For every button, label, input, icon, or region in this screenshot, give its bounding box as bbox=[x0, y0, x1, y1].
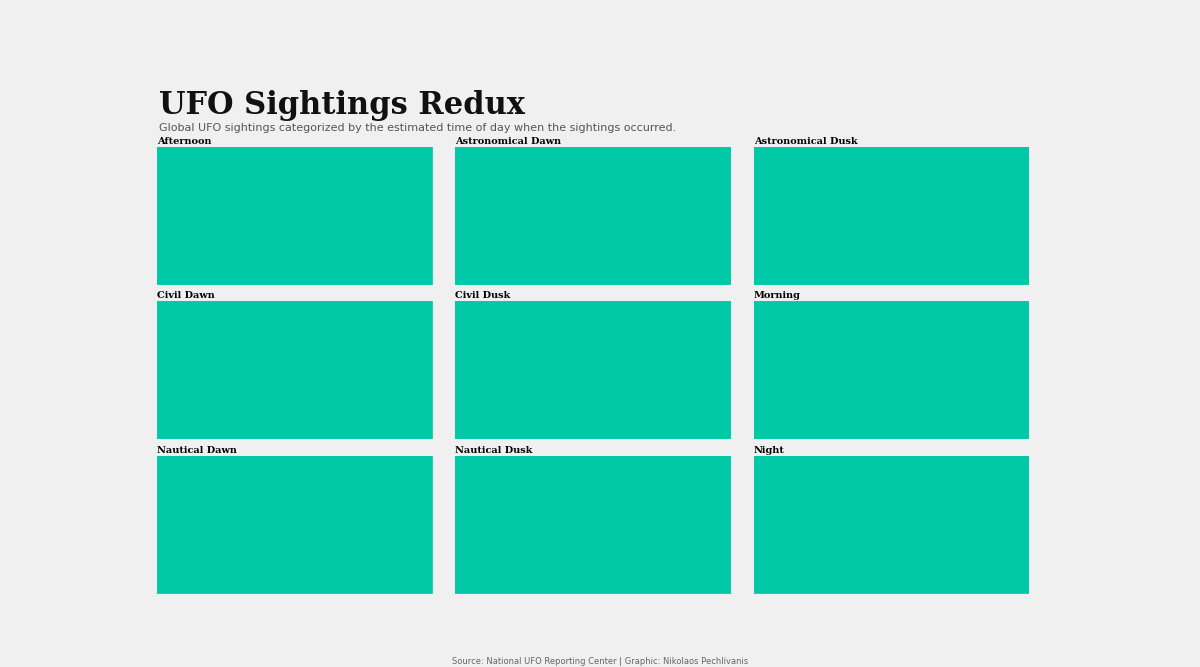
Text: Nautical Dawn: Nautical Dawn bbox=[157, 446, 236, 455]
FancyBboxPatch shape bbox=[754, 301, 1030, 440]
Text: Global UFO sightings categorized by the estimated time of day when the sightings: Global UFO sightings categorized by the … bbox=[160, 123, 677, 133]
FancyBboxPatch shape bbox=[156, 147, 433, 285]
FancyBboxPatch shape bbox=[455, 456, 731, 594]
Text: Astronomical Dusk: Astronomical Dusk bbox=[754, 137, 857, 146]
Text: Morning: Morning bbox=[754, 291, 800, 301]
Text: Civil Dusk: Civil Dusk bbox=[455, 291, 510, 301]
FancyBboxPatch shape bbox=[754, 147, 1030, 285]
Text: Source: National UFO Reporting Center | Graphic: Nikolaos Pechlivanis: Source: National UFO Reporting Center | … bbox=[452, 657, 748, 666]
FancyBboxPatch shape bbox=[754, 456, 1030, 594]
Text: Afternoon: Afternoon bbox=[157, 137, 211, 146]
Text: Nautical Dusk: Nautical Dusk bbox=[455, 446, 533, 455]
FancyBboxPatch shape bbox=[455, 147, 731, 285]
Text: UFO Sightings Redux: UFO Sightings Redux bbox=[160, 90, 526, 121]
FancyBboxPatch shape bbox=[156, 456, 433, 594]
Text: Night: Night bbox=[754, 446, 785, 455]
Text: Civil Dawn: Civil Dawn bbox=[157, 291, 215, 301]
FancyBboxPatch shape bbox=[455, 301, 731, 440]
Text: Astronomical Dawn: Astronomical Dawn bbox=[455, 137, 562, 146]
FancyBboxPatch shape bbox=[156, 301, 433, 440]
